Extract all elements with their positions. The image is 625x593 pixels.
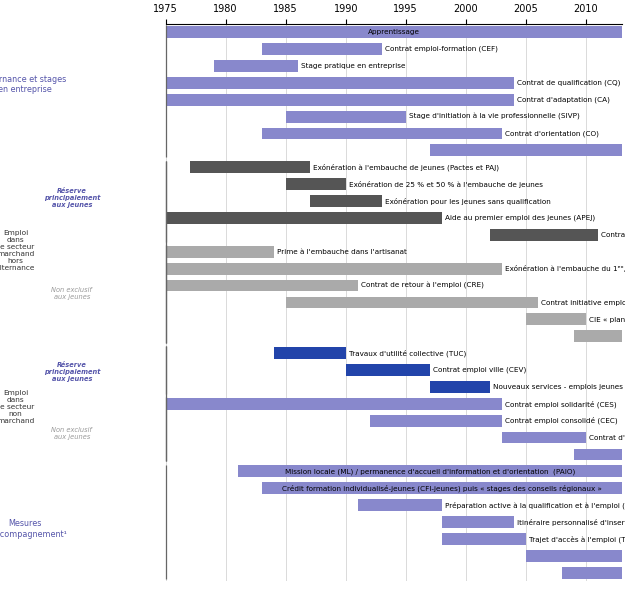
Bar: [286, 296, 538, 308]
Bar: [490, 229, 598, 241]
Bar: [430, 381, 490, 393]
Bar: [166, 77, 514, 89]
Bar: [310, 195, 382, 207]
Bar: [166, 94, 514, 106]
Text: Apprentissage: Apprentissage: [368, 29, 420, 35]
Bar: [526, 314, 586, 325]
Bar: [166, 212, 442, 224]
Bar: [357, 499, 442, 511]
Text: Itinéraire personnalisé d'insertion professionnelle (IPIP): Itinéraire personnalisé d'insertion prof…: [518, 518, 625, 526]
Text: Mesures
d'accompagnement¹: Mesures d'accompagnement¹: [0, 519, 67, 538]
Bar: [442, 516, 514, 528]
Bar: [166, 280, 358, 291]
Text: Contrat d'orientation (CO): Contrat d'orientation (CO): [506, 130, 599, 137]
Bar: [166, 246, 274, 258]
Text: Emploi
dans
le secteur
marchand
hors
alternance: Emploi dans le secteur marchand hors alt…: [0, 229, 35, 270]
Text: Stage pratique en entreprise: Stage pratique en entreprise: [301, 63, 406, 69]
Text: Contrat emploi-formation (CEF): Contrat emploi-formation (CEF): [386, 46, 498, 52]
Text: Emploi
dans
le secteur
non
marchand: Emploi dans le secteur non marchand: [0, 390, 34, 424]
Text: Réserve
principalement
aux jeunes: Réserve principalement aux jeunes: [44, 188, 100, 208]
Bar: [214, 60, 298, 72]
Bar: [526, 550, 622, 562]
Bar: [502, 432, 586, 444]
Bar: [574, 330, 622, 342]
Text: Crédit formation individualisé-jeunes (CFI-jeunes) puis « stages des conseils ré: Crédit formation individualisé-jeunes (C…: [282, 484, 602, 492]
Bar: [346, 364, 430, 376]
Text: Mission locale (ML) / permanence d'accueil d'information et d'orientation  (PAIO: Mission locale (ML) / permanence d'accue…: [284, 468, 575, 474]
Text: Contrat jeunes en entreprise (CJE / SEJE): Contrat jeunes en entreprise (CJE / SEJE…: [601, 232, 625, 238]
Text: Alternance et stages
en entreprise: Alternance et stages en entreprise: [0, 75, 67, 94]
Text: Prime à l'embauche dans l'artisanat: Prime à l'embauche dans l'artisanat: [278, 248, 407, 255]
Bar: [442, 533, 526, 545]
Bar: [286, 178, 346, 190]
Bar: [189, 161, 310, 173]
Text: CIE « plan de cohésion sociale » et CI-RMA: CIE « plan de cohésion sociale » et CI-R…: [589, 316, 625, 323]
Bar: [274, 347, 346, 359]
Text: Contrat d'adaptation (CA): Contrat d'adaptation (CA): [518, 97, 610, 103]
Text: Non exclusif
aux jeunes: Non exclusif aux jeunes: [51, 287, 92, 300]
Text: Contrat d'accompagnement dans l'emploi (CAE) et contrat d'avenir: Contrat d'accompagnement dans l'emploi (…: [589, 434, 625, 441]
Bar: [574, 448, 622, 460]
Bar: [370, 415, 502, 426]
Bar: [166, 398, 502, 410]
Bar: [430, 145, 622, 157]
Bar: [262, 43, 382, 55]
Text: Contrat emploi solidarité (CES): Contrat emploi solidarité (CES): [506, 400, 617, 407]
Bar: [166, 263, 502, 275]
Bar: [262, 482, 622, 494]
Bar: [238, 466, 622, 477]
Text: Contrat emploi consolidé (CEC): Contrat emploi consolidé (CEC): [506, 417, 618, 425]
Text: Contrat initiative emploi (CIE): Contrat initiative emploi (CIE): [541, 299, 625, 305]
Text: Exónération pour les jeunes sans qualification: Exónération pour les jeunes sans qualifi…: [386, 197, 551, 205]
Text: Exónération à l'embauche de jeunes (Pactes et PAJ): Exónération à l'embauche de jeunes (Pact…: [313, 164, 499, 171]
Text: Aide au premier emploi des jeunes (APEJ): Aide au premier emploi des jeunes (APEJ): [446, 215, 596, 221]
Text: Trajet d'accès à l'emploi (TRACE): Trajet d'accès à l'emploi (TRACE): [529, 535, 625, 543]
Text: Stage d'initiation à la vie professionnelle (SIVP): Stage d'initiation à la vie professionne…: [409, 113, 580, 120]
Text: Préparation active à la qualification et à l'emploi (PAQUE): Préparation active à la qualification et…: [446, 501, 625, 509]
Text: Non exclusif
aux jeunes: Non exclusif aux jeunes: [51, 426, 92, 439]
Text: Exónération à l'embauche du 1ᵉᵒ, 2ᵉ, 3ᵉ salarié: Exónération à l'embauche du 1ᵉᵒ, 2ᵉ, 3ᵉ …: [506, 265, 625, 272]
Bar: [286, 111, 406, 123]
Text: Exónération de 25 % et 50 % à l'embauche de jeunes: Exónération de 25 % et 50 % à l'embauche…: [349, 181, 543, 188]
Text: Contrat emploi ville (CEV): Contrat emploi ville (CEV): [433, 366, 527, 373]
Text: Contrat de qualification (CQ): Contrat de qualification (CQ): [518, 79, 621, 86]
Text: Contrat de retour à l'emploi (CRE): Contrat de retour à l'emploi (CRE): [361, 282, 484, 289]
Text: Réserve
principalement
aux jeunes: Réserve principalement aux jeunes: [44, 362, 100, 382]
Text: Nouveaux services - emplois jeunes (NSEJ): Nouveaux services - emplois jeunes (NSEJ…: [493, 384, 625, 390]
Bar: [262, 127, 502, 139]
Bar: [166, 26, 622, 38]
Text: Travaux d'utilité collective (TUC): Travaux d'utilité collective (TUC): [349, 349, 467, 357]
Bar: [562, 567, 622, 579]
